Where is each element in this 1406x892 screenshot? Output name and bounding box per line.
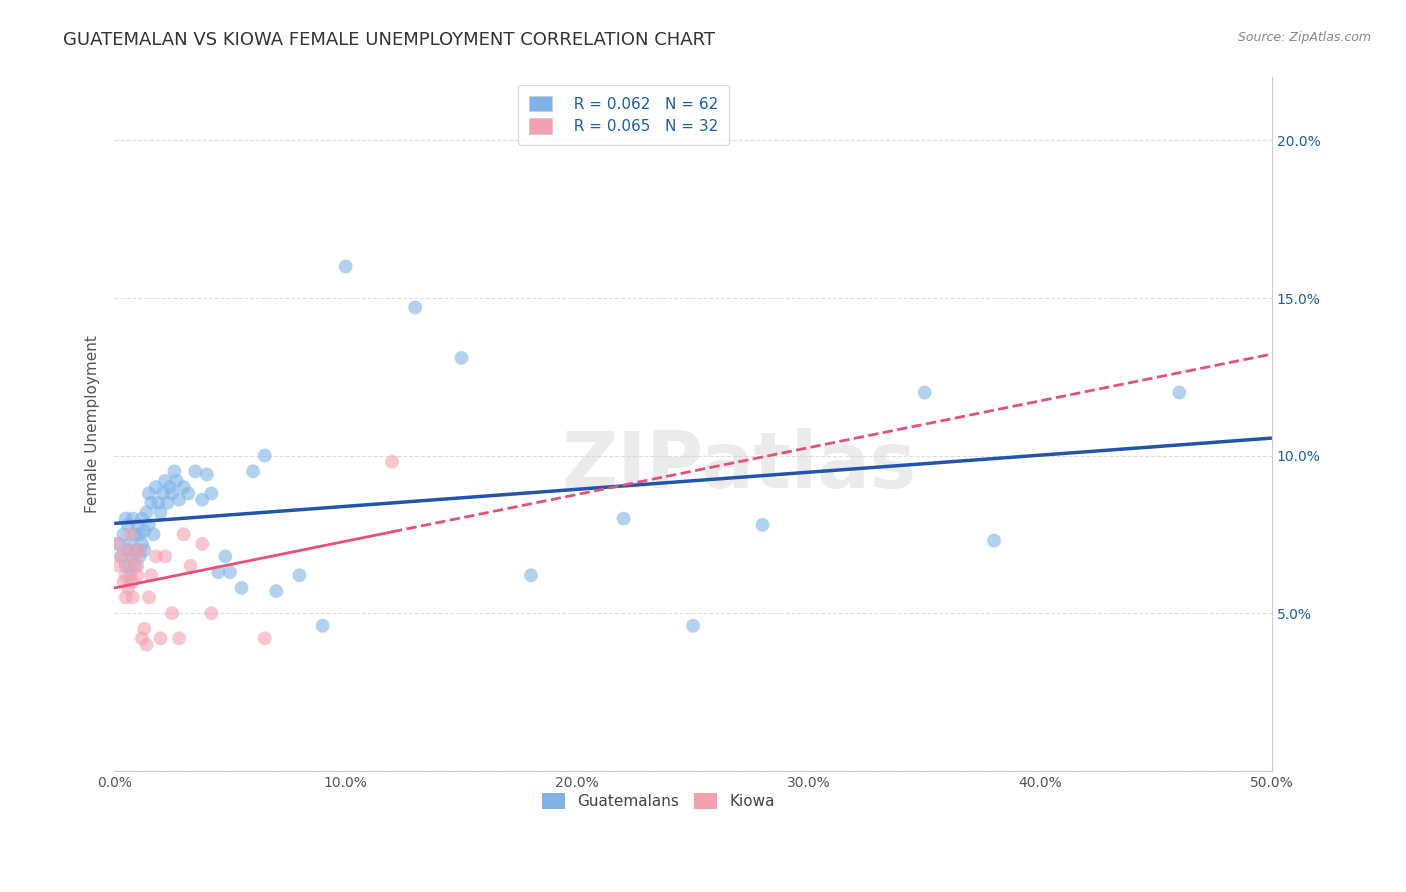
Point <box>110 549 132 564</box>
Point <box>253 632 276 646</box>
Point <box>288 568 311 582</box>
Point <box>253 449 276 463</box>
Point <box>134 543 156 558</box>
Point <box>105 537 128 551</box>
Point <box>112 574 135 589</box>
Point <box>149 632 172 646</box>
Point <box>128 549 150 564</box>
Point <box>120 568 142 582</box>
Point <box>167 492 190 507</box>
Point <box>138 517 160 532</box>
Point <box>613 511 636 525</box>
Point <box>121 549 143 564</box>
Point <box>141 568 163 582</box>
Legend: Guatemalans, Kiowa: Guatemalans, Kiowa <box>536 787 780 815</box>
Point <box>231 581 253 595</box>
Point <box>138 591 160 605</box>
Point <box>914 385 936 400</box>
Point <box>114 511 136 525</box>
Point <box>124 527 146 541</box>
Point <box>191 492 214 507</box>
Y-axis label: Female Unemployment: Female Unemployment <box>86 335 100 513</box>
Point <box>117 543 139 558</box>
Point <box>682 618 704 632</box>
Point <box>114 558 136 573</box>
Point <box>138 486 160 500</box>
Point <box>120 527 142 541</box>
Point <box>152 486 174 500</box>
Point <box>180 558 202 573</box>
Point <box>163 464 186 478</box>
Point <box>124 549 146 564</box>
Point <box>207 565 229 579</box>
Point <box>153 549 176 564</box>
Point <box>200 606 222 620</box>
Point <box>131 537 153 551</box>
Point <box>135 638 157 652</box>
Point <box>184 464 207 478</box>
Point <box>177 486 200 500</box>
Point <box>149 505 172 519</box>
Point <box>135 505 157 519</box>
Point <box>160 606 183 620</box>
Point <box>127 517 149 532</box>
Point <box>121 591 143 605</box>
Text: Source: ZipAtlas.com: Source: ZipAtlas.com <box>1237 31 1371 45</box>
Point <box>108 558 131 573</box>
Point <box>195 467 218 482</box>
Point <box>335 260 357 274</box>
Point <box>114 591 136 605</box>
Point <box>114 568 136 582</box>
Point <box>219 565 242 579</box>
Point <box>520 568 543 582</box>
Text: ZIPatlas: ZIPatlas <box>562 427 917 504</box>
Point <box>108 537 131 551</box>
Point <box>121 574 143 589</box>
Point <box>120 537 142 551</box>
Point <box>110 549 132 564</box>
Point <box>242 464 264 478</box>
Point <box>173 480 195 494</box>
Point <box>128 543 150 558</box>
Point <box>450 351 472 365</box>
Point <box>112 527 135 541</box>
Point <box>191 537 214 551</box>
Point <box>167 632 190 646</box>
Point <box>120 558 142 573</box>
Point <box>751 517 773 532</box>
Point <box>153 474 176 488</box>
Point <box>117 543 139 558</box>
Point <box>173 527 195 541</box>
Point <box>145 480 167 494</box>
Point <box>131 511 153 525</box>
Point <box>264 584 287 599</box>
Point <box>134 622 156 636</box>
Point <box>381 455 404 469</box>
Point <box>121 511 143 525</box>
Point <box>127 568 149 582</box>
Point <box>148 496 170 510</box>
Point <box>983 533 1005 548</box>
Point <box>200 486 222 500</box>
Point <box>156 496 179 510</box>
Point <box>141 496 163 510</box>
Point <box>142 527 165 541</box>
Point <box>166 474 188 488</box>
Point <box>145 549 167 564</box>
Point <box>124 558 146 573</box>
Point <box>117 581 139 595</box>
Point <box>214 549 236 564</box>
Point <box>131 632 153 646</box>
Point <box>128 527 150 541</box>
Point <box>159 480 181 494</box>
Point <box>311 618 333 632</box>
Point <box>1168 385 1191 400</box>
Text: GUATEMALAN VS KIOWA FEMALE UNEMPLOYMENT CORRELATION CHART: GUATEMALAN VS KIOWA FEMALE UNEMPLOYMENT … <box>63 31 716 49</box>
Point <box>404 301 426 315</box>
Point <box>134 524 156 539</box>
Point <box>117 517 139 532</box>
Point <box>127 543 149 558</box>
Point <box>127 558 149 573</box>
Point <box>160 486 183 500</box>
